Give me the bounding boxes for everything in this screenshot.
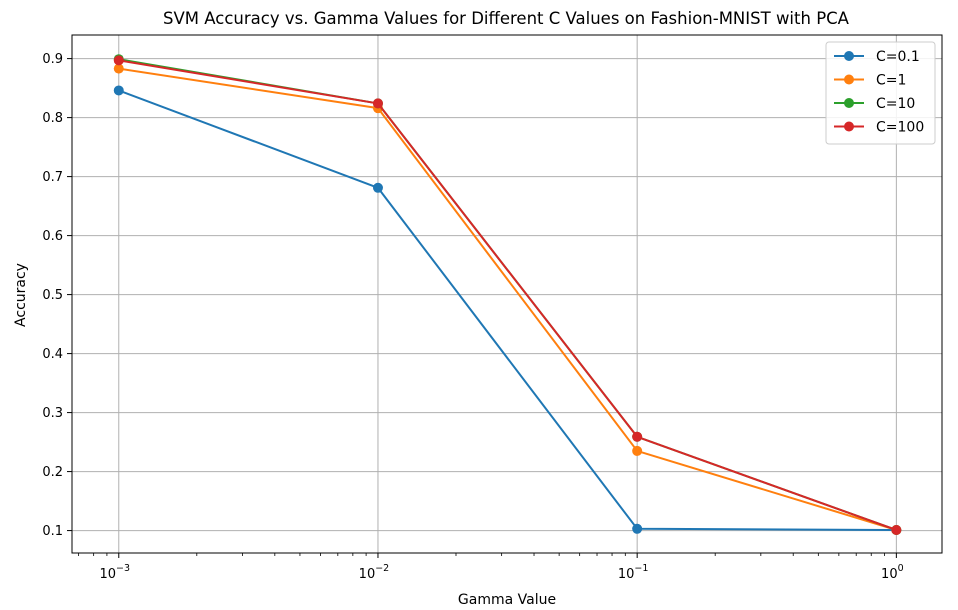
y-tick-label: 0.6 xyxy=(42,229,63,244)
data-point xyxy=(632,445,643,456)
y-axis-label: Accuracy xyxy=(13,263,29,327)
data-point xyxy=(632,523,643,534)
series-line xyxy=(118,89,897,531)
x-tick-base: 10 xyxy=(359,567,376,582)
data-point xyxy=(372,182,383,193)
y-tick-label: 0.8 xyxy=(42,111,63,126)
legend-marker xyxy=(844,74,854,85)
y-tick-label: 0.5 xyxy=(42,288,63,303)
series-lines xyxy=(113,54,902,535)
plot-frame xyxy=(71,34,943,554)
legend-label: C=1 xyxy=(876,73,906,89)
x-tick-label: 10−2 xyxy=(359,563,390,582)
data-point xyxy=(113,85,124,96)
x-tick-exponent: −2 xyxy=(375,563,389,574)
x-tick-base: 10 xyxy=(99,567,116,582)
data-point xyxy=(113,63,124,74)
y-tick-label: 0.4 xyxy=(42,347,63,362)
x-axis-label: Gamma Value xyxy=(458,592,556,608)
legend: C=0.1 C=1 C=10 C=100 xyxy=(825,41,936,145)
grid xyxy=(72,35,942,553)
legend-marker xyxy=(844,121,854,132)
legend-marker xyxy=(844,51,854,61)
legend-box xyxy=(825,41,936,145)
series-line xyxy=(118,67,897,531)
legend-label: C=100 xyxy=(876,120,924,136)
y-tick-label: 0.1 xyxy=(42,524,63,539)
y-tick-label: 0.2 xyxy=(42,465,63,480)
legend-marker xyxy=(844,98,854,108)
x-tick-base: 10 xyxy=(881,567,898,582)
x-tick-exponent: −3 xyxy=(116,563,130,574)
x-tick-exponent: −1 xyxy=(634,563,648,574)
data-point xyxy=(372,98,383,109)
x-axis-ticks: 10−3 10−2 10−1 100 xyxy=(78,553,904,582)
y-axis-ticks: 0.1 0.2 0.3 0.4 0.5 0.6 0.7 0.8 0.9 xyxy=(42,52,72,539)
y-tick-label: 0.3 xyxy=(42,406,63,421)
legend-label: C=0.1 xyxy=(876,49,920,65)
legend-label: C=10 xyxy=(876,96,915,112)
data-point xyxy=(632,431,643,442)
data-point xyxy=(891,524,902,535)
y-tick-label: 0.9 xyxy=(42,52,63,67)
x-tick-base: 10 xyxy=(618,567,635,582)
chart-title: SVM Accuracy vs. Gamma Values for Differ… xyxy=(163,9,850,28)
x-tick-exponent: 0 xyxy=(898,563,904,574)
x-tick-label: 100 xyxy=(881,563,904,582)
y-tick-label: 0.7 xyxy=(42,170,63,185)
series-line xyxy=(118,59,897,531)
x-tick-label: 10−1 xyxy=(618,563,649,582)
data-point xyxy=(113,55,124,66)
x-tick-label: 10−3 xyxy=(99,563,130,582)
